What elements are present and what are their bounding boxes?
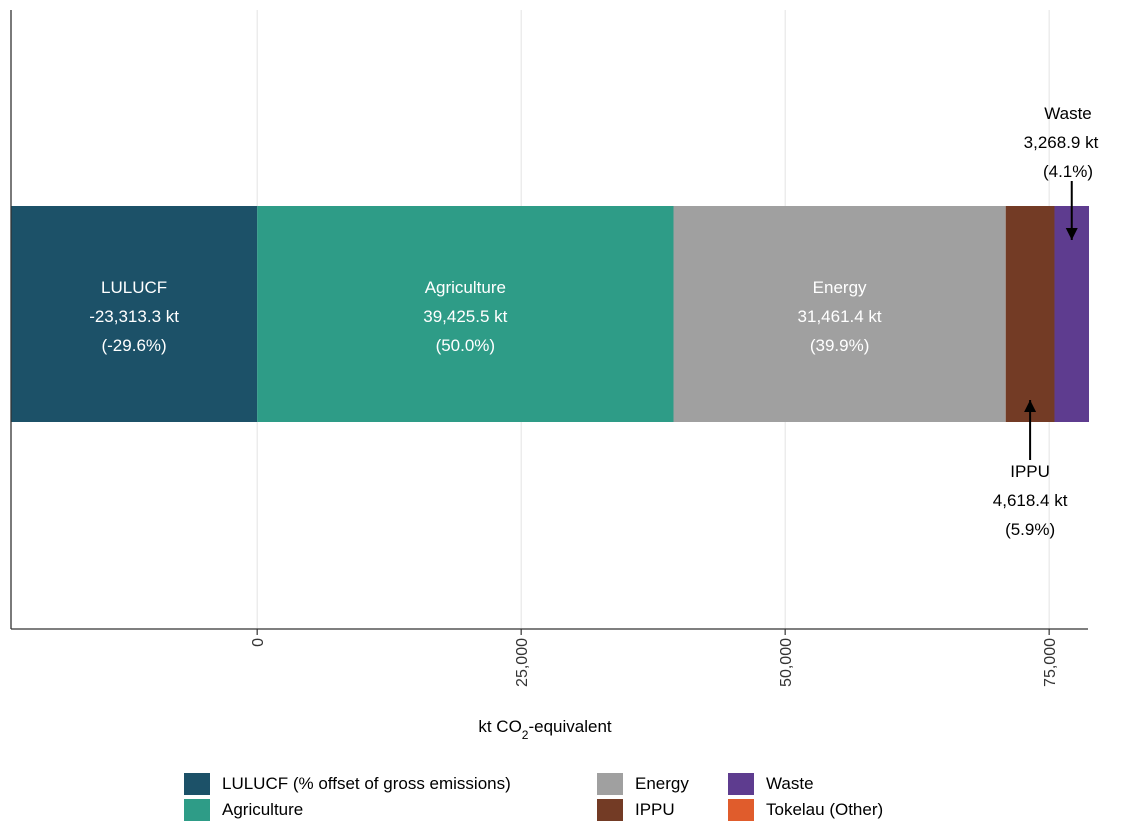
x-tick-label-0: 0: [250, 638, 267, 647]
label-value-agriculture: 39,425.5 kt: [423, 307, 507, 326]
x-axis-title: kt CO2-equivalent: [478, 717, 612, 742]
legend-swatch-waste: [728, 773, 754, 795]
label-pct-waste: (4.1%): [1043, 162, 1093, 181]
legend-label-ippu: IPPU: [635, 800, 675, 819]
arrow-waste-head: [1065, 228, 1078, 240]
label-value-lulucf: -23,313.3 kt: [89, 307, 179, 326]
legend-label-lulucf: LULUCF (% offset of gross emissions): [222, 774, 511, 793]
label-name-ippu: IPPU: [1010, 462, 1050, 481]
x-tick-label-2: 50,000: [778, 638, 795, 687]
legend-item-waste: Waste: [728, 771, 814, 797]
x-tick-label-3: 75,000: [1042, 638, 1059, 687]
label-name-agriculture: Agriculture: [425, 278, 506, 297]
legend-swatch-lulucf: [184, 773, 210, 795]
legend-swatch-ippu: [597, 799, 623, 821]
legend-item-tokelau: Tokelau (Other): [728, 797, 883, 823]
label-pct-agriculture: (50.0%): [436, 336, 496, 355]
x-axis-ticks: 0 25,000 50,000 75,000: [250, 629, 1059, 687]
bar-waste: [1054, 206, 1090, 422]
label-name-lulucf: LULUCF: [101, 278, 167, 297]
label-value-ippu: 4,618.4 kt: [993, 491, 1068, 510]
legend-item-energy: Energy: [597, 771, 689, 797]
legend-item-lulucf: LULUCF (% offset of gross emissions): [184, 771, 511, 797]
legend-item-agriculture: Agriculture: [184, 797, 303, 823]
label-name-energy: Energy: [813, 278, 867, 297]
label-pct-ippu: (5.9%): [1005, 520, 1055, 539]
segment-labels: LULUCF -23,313.3 kt (-29.6%) Agriculture 39,…: [89, 104, 1098, 539]
x-tick-label-1: 25,000: [514, 638, 531, 687]
legend: LULUCF (% offset of gross emissions) Agr…: [184, 771, 944, 827]
label-value-waste: 3,268.9 kt: [1024, 133, 1099, 152]
label-pct-lulucf: (-29.6%): [101, 336, 166, 355]
legend-label-tokelau: Tokelau (Other): [766, 800, 884, 819]
bar-lulucf: [11, 206, 258, 422]
legend-swatch-agriculture: [184, 799, 210, 821]
label-name-waste: Waste: [1044, 104, 1092, 123]
label-value-energy: 31,461.4 kt: [798, 307, 882, 326]
legend-swatch-tokelau: [728, 799, 754, 821]
label-pct-energy: (39.9%): [810, 336, 870, 355]
emissions-chart: LULUCF -23,313.3 kt (-29.6%) Agriculture 39,…: [10, 10, 1099, 742]
legend-label-waste: Waste: [766, 774, 814, 793]
bar-energy: [673, 206, 1006, 422]
legend-label-energy: Energy: [635, 774, 689, 793]
bar-segments: [11, 206, 1090, 422]
legend-label-agriculture: Agriculture: [222, 800, 304, 819]
bar-ippu: [1005, 206, 1055, 422]
bar-agriculture: [257, 206, 674, 422]
legend-swatch-energy: [597, 773, 623, 795]
arrow-ippu-head: [1024, 400, 1037, 412]
legend-item-ippu: IPPU: [597, 797, 675, 823]
